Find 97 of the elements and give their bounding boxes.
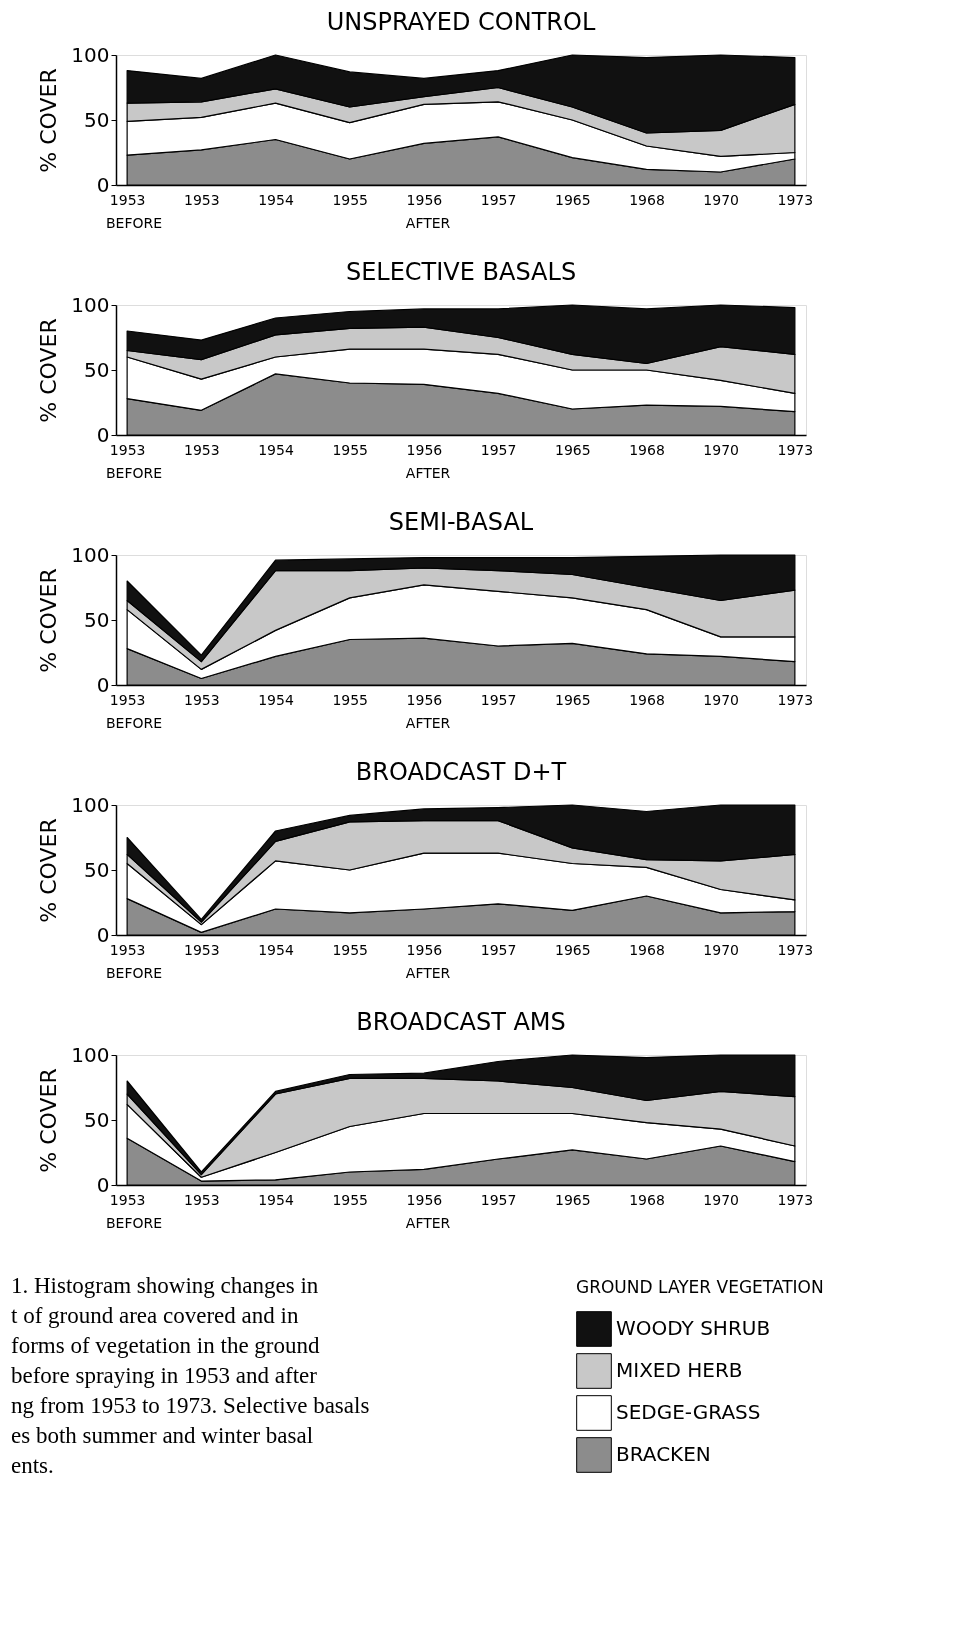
text: AFTER xyxy=(405,1215,451,1231)
y-axis-title: % COVER xyxy=(36,1068,62,1173)
x-tick-label: 1955 xyxy=(332,941,369,958)
x-tick-label: 1954 xyxy=(258,441,294,458)
y-tick-label: 0 xyxy=(96,672,110,697)
legend-label: BRACKEN xyxy=(616,1442,711,1466)
text: BEFORE xyxy=(106,465,163,481)
x-tick-label: 1955 xyxy=(332,191,369,208)
x-tick-label: 1953 xyxy=(109,691,146,708)
x-tick-label: 1956 xyxy=(406,691,443,708)
y-tick-label: 100 xyxy=(71,292,110,317)
y-tick-label: 0 xyxy=(96,1172,110,1197)
x-tick-label: 1965 xyxy=(554,1191,591,1208)
text: AFTER xyxy=(405,965,451,981)
text: ng from 1953 to 1973. Selective basals xyxy=(11,1393,370,1418)
x-tick-label: 1953 xyxy=(184,441,220,458)
x-tick-label: 1965 xyxy=(554,691,591,708)
y-axis-title: % COVER xyxy=(36,818,62,923)
text: forms of vegetation in the ground xyxy=(11,1333,321,1358)
text: BEFORE xyxy=(106,1215,163,1231)
y-tick-label: 100 xyxy=(71,42,110,67)
y-tick-label: 50 xyxy=(84,1107,110,1132)
chart-title: SEMI-BASAL xyxy=(388,508,534,536)
text: ents. xyxy=(11,1453,54,1478)
chart-title: UNSPRAYED CONTROL xyxy=(326,8,596,36)
text: t of ground area covered and in xyxy=(11,1303,299,1328)
x-tick-label: 1953 xyxy=(184,191,220,208)
x-tick-label: 1953 xyxy=(184,941,220,958)
x-tick-label: 1968 xyxy=(629,191,665,208)
text: BEFORE xyxy=(106,215,163,231)
x-tick-label: 1970 xyxy=(703,691,739,708)
text: BEFORE xyxy=(106,965,163,981)
y-axis-title: % COVER xyxy=(36,568,62,673)
x-tick-label: 1968 xyxy=(629,441,665,458)
x-tick-label: 1957 xyxy=(480,691,517,708)
text: AFTER xyxy=(405,215,451,231)
y-tick-label: 100 xyxy=(71,792,110,817)
x-tick-label: 1957 xyxy=(480,191,517,208)
y-tick-label: 50 xyxy=(84,107,110,132)
y-axis-title: % COVER xyxy=(36,68,62,173)
x-tick-label: 1953 xyxy=(184,691,220,708)
x-tick-label: 1956 xyxy=(406,441,443,458)
x-tick-label: 1954 xyxy=(258,941,294,958)
x-tick-label: 1953 xyxy=(109,191,146,208)
x-tick-label: 1973 xyxy=(777,691,814,708)
x-tick-label: 1953 xyxy=(184,1191,220,1208)
x-tick-label: 1965 xyxy=(554,191,591,208)
chart-title: BROADCAST AMS xyxy=(356,1008,566,1036)
x-tick-label: 1953 xyxy=(109,941,146,958)
x-tick-label: 1955 xyxy=(332,1191,369,1208)
x-tick-label: 1970 xyxy=(703,191,739,208)
x-tick-label: 1965 xyxy=(554,441,591,458)
x-tick-label: 1970 xyxy=(703,941,739,958)
x-tick-label: 1956 xyxy=(406,191,443,208)
y-tick-label: 100 xyxy=(71,1042,110,1067)
x-tick-label: 1968 xyxy=(629,691,665,708)
x-tick-label: 1957 xyxy=(480,441,517,458)
y-tick-label: 50 xyxy=(84,357,110,382)
text: BEFORE xyxy=(106,715,163,731)
x-tick-label: 1970 xyxy=(703,1191,739,1208)
y-axis-title: % COVER xyxy=(36,318,62,423)
legend-label: SEDGE-GRASS xyxy=(616,1400,761,1424)
x-tick-label: 1973 xyxy=(777,1191,814,1208)
x-tick-label: 1968 xyxy=(629,1191,665,1208)
y-tick-label: 0 xyxy=(96,422,110,447)
x-tick-label: 1954 xyxy=(258,191,294,208)
x-tick-label: 1957 xyxy=(480,1191,517,1208)
x-tick-label: 1973 xyxy=(777,941,814,958)
x-tick-label: 1965 xyxy=(554,941,591,958)
x-tick-label: 1970 xyxy=(703,441,739,458)
text: es both summer and winter basal xyxy=(11,1423,314,1448)
y-tick-label: 0 xyxy=(96,922,110,947)
legend-label: MIXED HERB xyxy=(616,1358,743,1382)
y-tick-label: 50 xyxy=(84,857,110,882)
x-tick-label: 1954 xyxy=(258,1191,294,1208)
x-tick-label: 1953 xyxy=(109,1191,146,1208)
x-tick-label: 1973 xyxy=(777,441,814,458)
text: AFTER xyxy=(405,465,451,481)
text: AFTER xyxy=(405,715,451,731)
x-tick-label: 1954 xyxy=(258,691,294,708)
text: before spraying in 1953 and after xyxy=(11,1363,318,1388)
x-tick-label: 1953 xyxy=(109,441,146,458)
x-tick-label: 1956 xyxy=(406,941,443,958)
x-tick-label: 1968 xyxy=(629,941,665,958)
chart-title: BROADCAST D+T xyxy=(355,758,567,786)
chart-title: SELECTIVE BASALS xyxy=(345,258,577,286)
y-tick-label: 0 xyxy=(96,172,110,197)
x-tick-label: 1973 xyxy=(777,191,814,208)
y-tick-label: 100 xyxy=(71,542,110,567)
x-tick-label: 1955 xyxy=(332,441,369,458)
legend-title: GROUND LAYER VEGETATION xyxy=(576,1277,824,1297)
x-tick-label: 1957 xyxy=(480,941,517,958)
x-tick-label: 1955 xyxy=(332,691,369,708)
x-tick-label: 1956 xyxy=(406,1191,443,1208)
legend-label: WOODY SHRUB xyxy=(616,1316,771,1340)
text: 1. Histogram showing changes in xyxy=(11,1273,319,1298)
y-tick-label: 50 xyxy=(84,607,110,632)
